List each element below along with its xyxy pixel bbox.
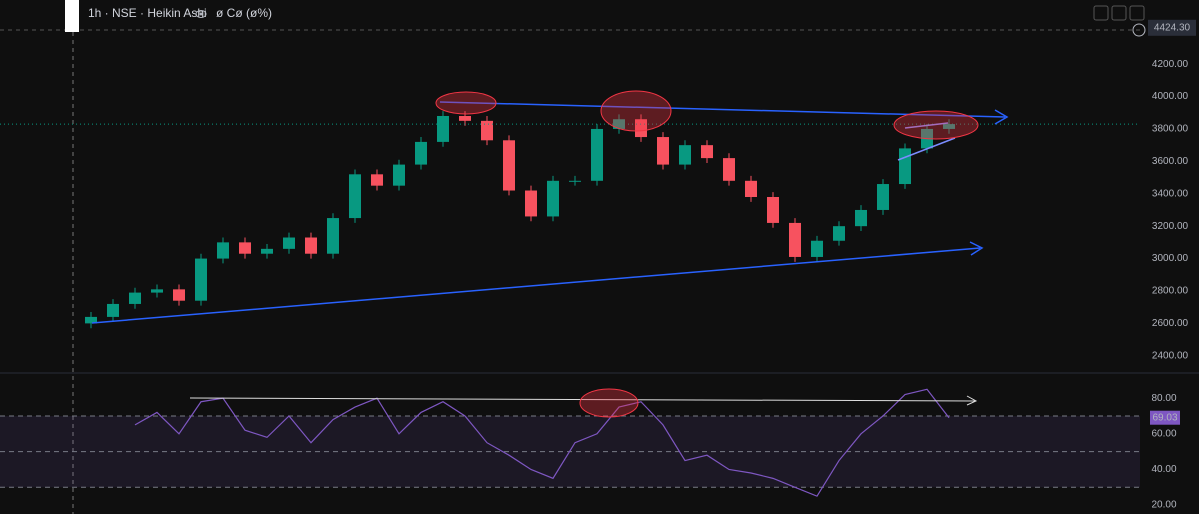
candle-body: [481, 120, 493, 141]
ohlc-info: ø Cø (ø%): [216, 6, 272, 20]
rsi-trendline: [189, 397, 976, 402]
candle-body: [899, 148, 911, 185]
candle-body: [459, 115, 471, 121]
support-trendline: [91, 247, 981, 324]
candle-body: [195, 258, 207, 301]
collapse-button[interactable]: [1111, 5, 1127, 21]
candle-body: [503, 140, 515, 191]
candle-body: [855, 209, 867, 227]
last-value-label: 69.03: [1152, 412, 1177, 423]
candle-body: [679, 145, 691, 165]
candle-body: [151, 289, 163, 293]
drawings: [91, 90, 1009, 418]
eye-icon[interactable]: [195, 10, 207, 18]
symbol-info: 1h · NSE · Heikin Ashi: [88, 6, 207, 20]
candle-body: [327, 218, 339, 254]
candle-body: [261, 248, 273, 254]
resistance-trendline: [439, 101, 1006, 118]
candle-body: [415, 141, 427, 165]
y-tick-label: 60.00: [1151, 428, 1176, 439]
candle-body: [129, 292, 141, 304]
y-tick-label: 3000.00: [1152, 253, 1189, 264]
symbol-mask: [65, 0, 79, 32]
candle-body: [613, 119, 625, 129]
wedge-line: [904, 122, 949, 129]
highlight: [579, 388, 639, 418]
y-tick-label: 2600.00: [1152, 318, 1189, 329]
price-marker-box: [1148, 19, 1196, 36]
y-tick-label: 3200.00: [1152, 221, 1189, 232]
candle-body: [437, 115, 449, 142]
y-tick-label: 2800.00: [1152, 286, 1189, 297]
y-tick-label: 4200.00: [1152, 59, 1189, 70]
wedge-line: [897, 137, 956, 161]
candle-body: [393, 164, 405, 186]
candle-body: [569, 180, 581, 182]
rsi-line: [134, 388, 950, 497]
y-tick-label: 40.00: [1151, 464, 1176, 475]
candle-body: [701, 145, 713, 159]
candle-body: [657, 137, 669, 165]
plot: 2400.00 2600.00 2800.00 3000.00 3200.00 3400.…: [0, 19, 1196, 511]
last-value-box: [1150, 410, 1180, 425]
candle-body: [349, 174, 361, 219]
y-tick-label: 3600.00: [1152, 156, 1189, 167]
candle-body: [767, 197, 779, 223]
add-button[interactable]: [1132, 23, 1146, 37]
candle-body: [173, 289, 185, 301]
y-tick-label: 3800.00: [1152, 124, 1189, 135]
candle-body: [547, 180, 559, 217]
y-tick-label: 4000.00: [1152, 91, 1189, 102]
y-tick-label: 2400.00: [1152, 350, 1189, 361]
candle-body: [107, 303, 119, 317]
y-tick-label: 20.00: [1151, 500, 1176, 511]
candle-body: [85, 316, 97, 324]
candle-body: [305, 237, 317, 254]
candle-body: [283, 237, 295, 249]
candle-body: [943, 124, 955, 129]
candle-body: [371, 174, 383, 186]
eye-pupil: [199, 12, 203, 16]
y-tick-label: 80.00: [1151, 393, 1176, 404]
candle-body: [745, 180, 757, 197]
arrow-head: [969, 241, 984, 256]
highlight: [600, 90, 672, 132]
candle-body: [723, 158, 735, 181]
candle-body: [591, 128, 603, 181]
candle-body: [525, 190, 537, 217]
candle-body: [877, 184, 889, 210]
highlight: [435, 91, 497, 115]
price-marker-label: 4424.30: [1154, 22, 1191, 33]
candle-body: [789, 222, 801, 257]
candle-body: [811, 240, 823, 257]
highlight: [893, 110, 979, 140]
candle-body: [217, 242, 229, 259]
arrow-head: [994, 109, 1009, 125]
candle-body: [239, 242, 251, 254]
maximize-button[interactable]: [1129, 5, 1145, 21]
y-tick-label: 3400.00: [1152, 188, 1189, 199]
arrow-head: [966, 395, 978, 406]
scroll-button[interactable]: [1093, 5, 1109, 21]
candle-body: [833, 226, 845, 241]
